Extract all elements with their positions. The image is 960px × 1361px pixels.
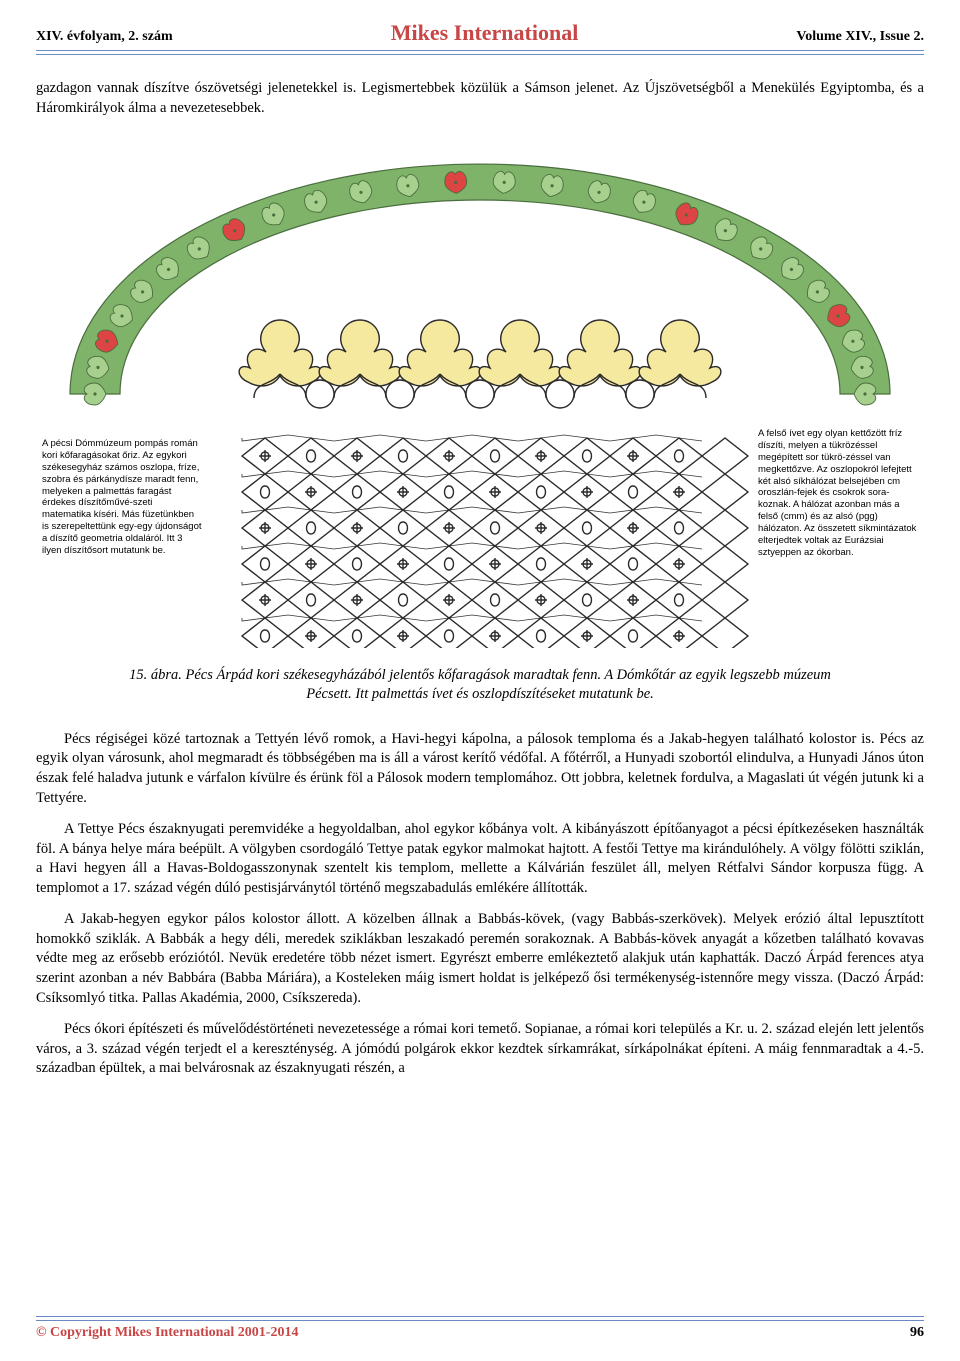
intro-paragraph: gazdagon vannak díszítve ószövetségi jel… bbox=[36, 79, 924, 118]
palmette-row bbox=[239, 320, 721, 408]
header-left: XIV. évfolyam, 2. szám bbox=[36, 29, 173, 45]
footer-rule-top bbox=[36, 1316, 924, 1317]
header-rule bbox=[36, 54, 924, 55]
paragraph-2: A Tettye Pécs északnyugati peremvidéke a… bbox=[36, 820, 924, 898]
page-footer: © Copyright Mikes International 2001-201… bbox=[36, 1316, 924, 1342]
lattice-pattern bbox=[242, 435, 748, 648]
figure-15: A pécsi Dómmúzeum pompás román kori kőfa… bbox=[36, 138, 924, 648]
arch-outer bbox=[70, 164, 890, 394]
journal-title: Mikes International bbox=[391, 20, 579, 46]
paragraph-3: A Jakab-hegyen egykor pálos kolostor áll… bbox=[36, 910, 924, 1008]
figure-caption-l1: 15. ábra. Pécs Árpád kori székesegyházáb… bbox=[129, 667, 831, 683]
page-number: 96 bbox=[910, 1325, 924, 1341]
figure-caption-left: A pécsi Dómmúzeum pompás román kori kőfa… bbox=[42, 438, 202, 557]
page-header: XIV. évfolyam, 2. szám Mikes Internation… bbox=[36, 20, 924, 51]
figure-svg: A pécsi Dómmúzeum pompás román kori kőfa… bbox=[36, 138, 924, 648]
figure-caption: 15. ábra. Pécs Árpád kori székesegyházáb… bbox=[36, 666, 924, 704]
copyright-text: © Copyright Mikes International 2001-201… bbox=[36, 1325, 298, 1341]
figure-caption-l2: Pécsett. Itt palmettás ívet és oszlopdís… bbox=[306, 686, 654, 702]
footer-rule-bottom bbox=[36, 1320, 924, 1322]
figure-caption-right: A felső ívet egy olyan kettőzött fríz dí… bbox=[758, 428, 922, 559]
header-right: Volume XIV., Issue 2. bbox=[796, 29, 924, 45]
paragraph-1: Pécs régiségei közé tartoznak a Tettyén … bbox=[36, 730, 924, 808]
paragraph-4: Pécs ókori építészeti és művelődéstörtén… bbox=[36, 1020, 924, 1079]
